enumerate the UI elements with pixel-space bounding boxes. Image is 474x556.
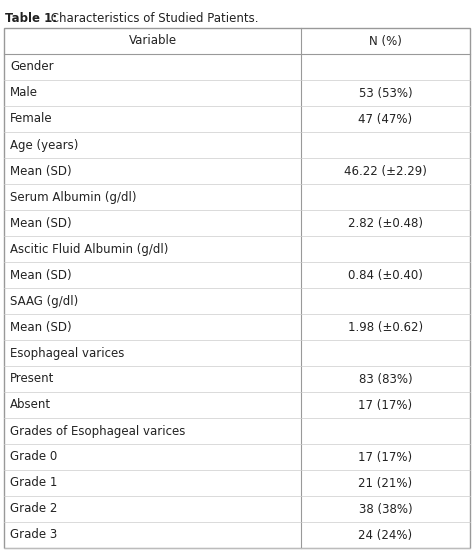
Text: Mean (SD): Mean (SD) [10, 269, 72, 281]
Text: Grade 2: Grade 2 [10, 503, 57, 515]
Text: N (%): N (%) [369, 34, 402, 47]
Text: 83 (83%): 83 (83%) [359, 373, 412, 385]
Text: 17 (17%): 17 (17%) [358, 450, 412, 464]
Text: Table 1:: Table 1: [5, 12, 57, 24]
Text: Grade 3: Grade 3 [10, 529, 57, 542]
Text: 38 (38%): 38 (38%) [359, 503, 412, 515]
Text: 47 (47%): 47 (47%) [358, 112, 412, 126]
Text: Gender: Gender [10, 61, 54, 73]
Text: Esophageal varices: Esophageal varices [10, 346, 124, 360]
Text: Mean (SD): Mean (SD) [10, 320, 72, 334]
Text: Present: Present [10, 373, 55, 385]
Text: Male: Male [10, 87, 38, 100]
Text: Female: Female [10, 112, 53, 126]
Text: 53 (53%): 53 (53%) [359, 87, 412, 100]
Text: Mean (SD): Mean (SD) [10, 216, 72, 230]
Text: 17 (17%): 17 (17%) [358, 399, 412, 411]
Text: 2.82 (±0.48): 2.82 (±0.48) [348, 216, 423, 230]
Text: Age (years): Age (years) [10, 138, 78, 151]
Text: Characteristics of Studied Patients.: Characteristics of Studied Patients. [47, 12, 258, 24]
Text: Variable: Variable [128, 34, 176, 47]
Text: 21 (21%): 21 (21%) [358, 476, 412, 489]
Text: SAAG (g/dl): SAAG (g/dl) [10, 295, 78, 307]
Text: 0.84 (±0.40): 0.84 (±0.40) [348, 269, 423, 281]
Text: 46.22 (±2.29): 46.22 (±2.29) [344, 165, 427, 177]
Text: Absent: Absent [10, 399, 51, 411]
Text: 1.98 (±0.62): 1.98 (±0.62) [348, 320, 423, 334]
Text: 24 (24%): 24 (24%) [358, 529, 412, 542]
Text: Grade 1: Grade 1 [10, 476, 57, 489]
Text: Serum Albumin (g/dl): Serum Albumin (g/dl) [10, 191, 137, 203]
Text: Grade 0: Grade 0 [10, 450, 57, 464]
Text: Mean (SD): Mean (SD) [10, 165, 72, 177]
Text: Grades of Esophageal varices: Grades of Esophageal varices [10, 424, 185, 438]
Text: Ascitic Fluid Albumin (g/dl): Ascitic Fluid Albumin (g/dl) [10, 242, 168, 256]
